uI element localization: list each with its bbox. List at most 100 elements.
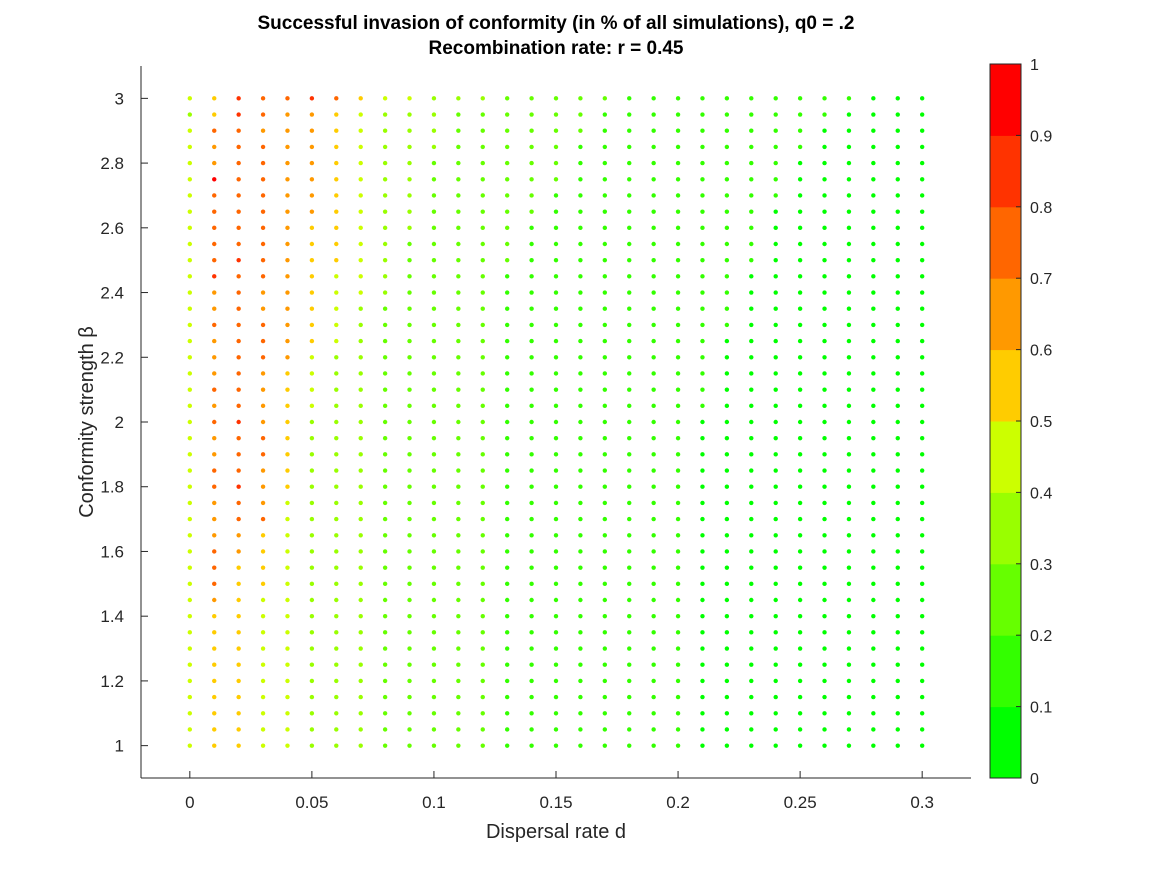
data-point [919, 338, 925, 344]
data-point [358, 711, 363, 716]
data-point [602, 516, 608, 522]
data-point [236, 290, 241, 295]
data-point [334, 452, 339, 457]
data-point [260, 177, 266, 182]
data-point [334, 533, 339, 538]
data-point [382, 500, 388, 506]
data-point [334, 355, 339, 360]
data-point [919, 581, 925, 587]
data-point [724, 581, 730, 587]
data-point [334, 419, 339, 425]
data-point [602, 743, 608, 748]
data-point [700, 225, 705, 231]
data-point [334, 711, 339, 716]
data-point [260, 112, 266, 117]
data-point [773, 257, 778, 263]
data-point [602, 711, 608, 716]
data-point [651, 581, 656, 587]
data-point [187, 112, 193, 117]
data-point [724, 290, 730, 295]
data-point [309, 630, 315, 635]
data-point [529, 403, 534, 409]
data-point [651, 371, 656, 376]
data-point [602, 468, 608, 473]
data-point [553, 193, 559, 198]
data-point [700, 597, 705, 603]
data-point [236, 403, 241, 409]
data-point [285, 678, 290, 684]
data-point [578, 419, 583, 425]
data-point [749, 290, 754, 295]
data-point [749, 241, 754, 247]
data-point [895, 160, 900, 166]
data-point [602, 355, 608, 360]
colorbar-tick-label: 0.5 [1030, 414, 1052, 431]
data-point [553, 306, 559, 311]
data-point [431, 96, 437, 101]
data-point [602, 613, 608, 619]
data-point [895, 468, 900, 473]
data-point [504, 306, 510, 311]
data-point [773, 387, 778, 392]
data-point [578, 160, 583, 166]
data-point [358, 112, 363, 117]
data-point [724, 597, 730, 603]
data-point [602, 322, 608, 328]
data-point [236, 355, 241, 360]
data-point [602, 144, 608, 150]
data-point [871, 662, 876, 667]
data-point [431, 241, 437, 247]
data-point [675, 694, 681, 700]
data-point [480, 597, 485, 603]
data-point [871, 274, 876, 279]
data-point [529, 435, 534, 441]
data-point [919, 711, 925, 716]
data-point [187, 694, 193, 700]
data-point [529, 419, 534, 425]
data-point [358, 290, 363, 295]
data-point [797, 630, 803, 635]
data-point [187, 468, 193, 473]
data-point [871, 646, 876, 651]
data-point [700, 355, 705, 360]
data-point [358, 144, 363, 150]
data-point [456, 500, 461, 506]
y-tick-label: 1.4 [100, 607, 124, 626]
data-point [187, 371, 193, 376]
data-point [578, 177, 583, 182]
data-point [553, 338, 559, 344]
data-point [919, 306, 925, 311]
data-point [700, 403, 705, 409]
data-point [358, 452, 363, 457]
data-point [285, 662, 290, 667]
data-point [724, 533, 730, 538]
data-point [627, 112, 632, 117]
data-point [627, 711, 632, 716]
data-point [651, 306, 656, 311]
data-point [334, 646, 339, 651]
data-point [846, 257, 852, 263]
data-point [529, 630, 534, 635]
data-point [480, 468, 485, 473]
data-point [260, 711, 266, 716]
data-point [334, 128, 339, 133]
data-point [187, 500, 193, 506]
data-point [504, 468, 510, 473]
data-point [358, 274, 363, 279]
data-point [846, 290, 852, 295]
data-point [553, 581, 559, 587]
data-point [382, 387, 388, 392]
data-point [456, 435, 461, 441]
data-point [553, 565, 559, 570]
data-point [480, 355, 485, 360]
data-point [773, 452, 778, 457]
data-point [236, 160, 241, 166]
data-point [407, 727, 412, 732]
data-point [480, 662, 485, 667]
data-point [724, 144, 730, 150]
data-point [431, 549, 437, 554]
data-point [456, 290, 461, 295]
x-tick-label: 0.1 [422, 793, 446, 812]
data-point [822, 177, 827, 182]
data-point [919, 452, 925, 457]
